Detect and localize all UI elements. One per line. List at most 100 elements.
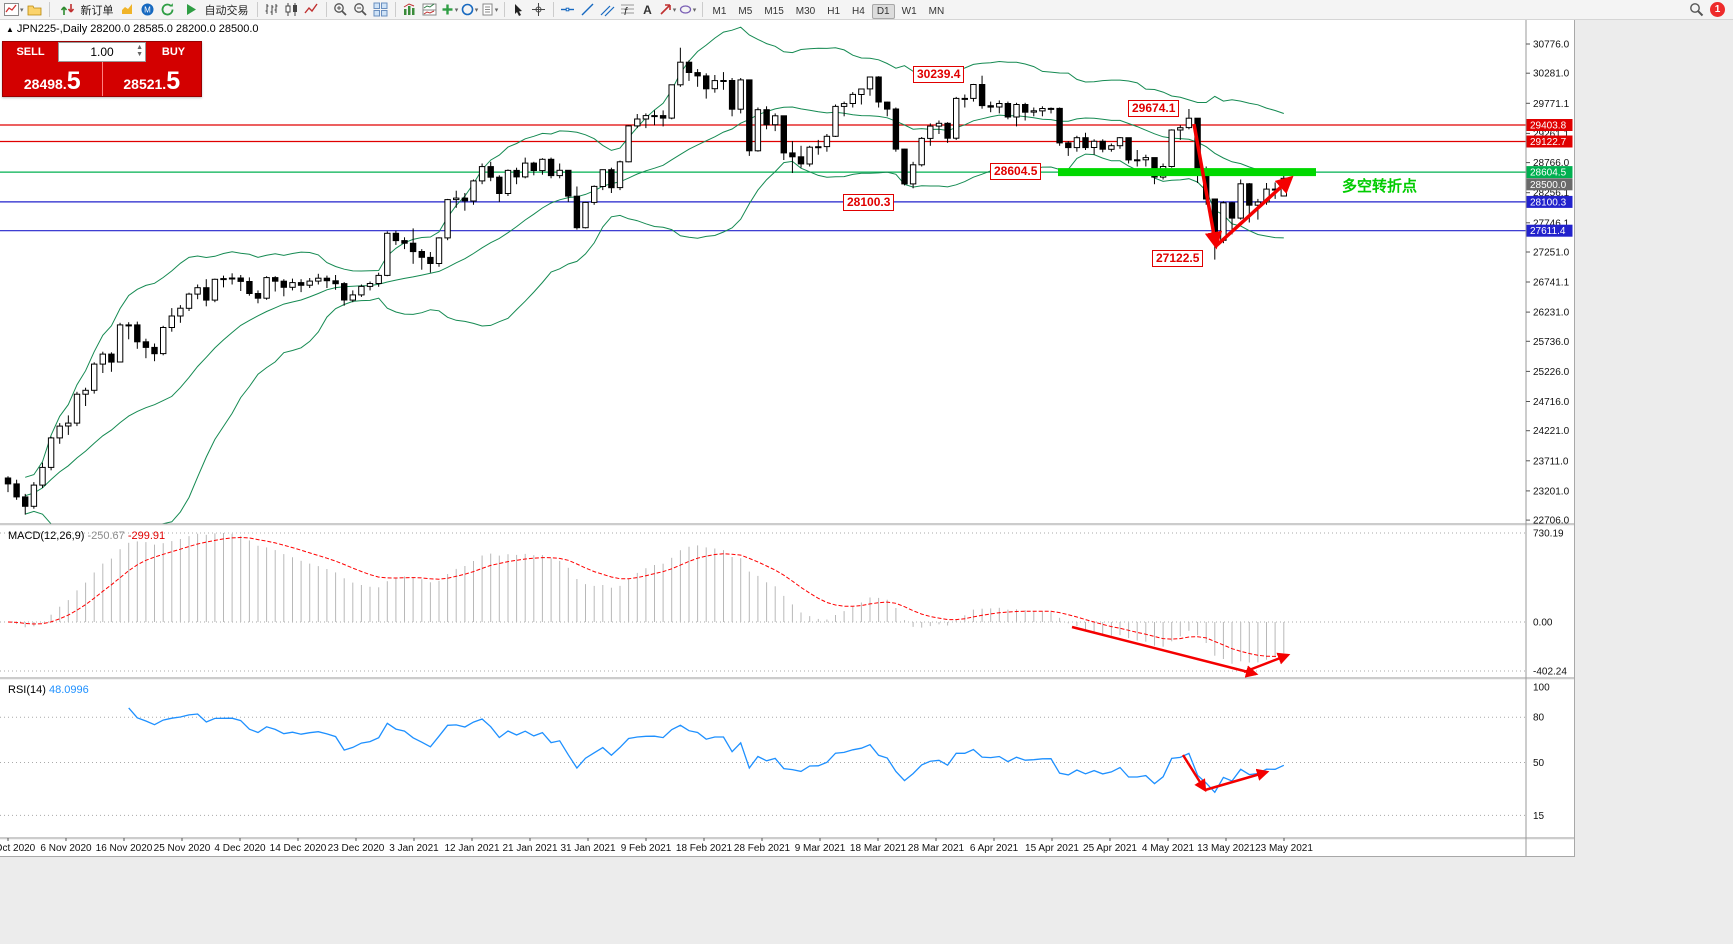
crosshair-icon[interactable]: [530, 1, 548, 19]
chart-annotation-box[interactable]: 27122.5: [1152, 250, 1204, 267]
trend-arrow[interactable]: [1214, 175, 1294, 248]
date-axis-label: 12 Jan 2021: [444, 843, 499, 854]
date-axis-label: 14 Dec 2020: [270, 843, 327, 854]
support-zone-highlight[interactable]: [1058, 168, 1316, 177]
trend-arrow[interactable]: [1192, 123, 1223, 250]
bollinger-band-line: [25, 26, 1284, 478]
trendline-icon[interactable]: [579, 1, 597, 19]
macd-signal-line: [7, 536, 1284, 657]
zoom-in-icon[interactable]: [332, 1, 350, 19]
timeframe-button-w1[interactable]: W1: [901, 5, 917, 17]
rsi-axis-label: 80: [1533, 713, 1545, 724]
buy-button[interactable]: BUY: [161, 46, 186, 58]
indicators-icon[interactable]: [401, 1, 419, 19]
timeframe-button-m5[interactable]: M5: [738, 5, 753, 17]
candles-icon[interactable]: [283, 1, 301, 19]
autotrade-button[interactable]: 自动交易: [178, 1, 253, 19]
trend-arrow[interactable]: [1181, 754, 1207, 793]
one-click-collapse-icon[interactable]: ▲: [6, 25, 14, 34]
cursor-icon[interactable]: [510, 1, 528, 19]
template-icon[interactable]: ▾: [481, 1, 499, 19]
chart-window[interactable]: 30776.0 30281.0 29771.1 29261.1 28766.0 28256…: [0, 20, 1575, 857]
trend-arrow[interactable]: [1204, 768, 1270, 792]
chart-annotation-box[interactable]: 28604.5: [990, 163, 1042, 180]
ohlc-readout: 28200.0 28585.0 28200.0 28500.0: [90, 23, 259, 35]
channel-icon[interactable]: [599, 1, 617, 19]
timeframe-button-m15[interactable]: M15: [764, 5, 784, 17]
community-icon[interactable]: M: [139, 1, 157, 19]
chart-annotation-text[interactable]: 多空转折点: [1342, 178, 1418, 195]
lot-size-input[interactable]: 1.00 ▲ ▼: [58, 42, 146, 62]
price-level-label: 28100.3: [1530, 197, 1567, 208]
timeframe-group: M1 M5 M15 M30 H1 H4 D1 W1 MN: [707, 1, 951, 19]
price-divider: [101, 62, 103, 96]
sell-button[interactable]: SELL: [16, 46, 45, 58]
timeframe-button-h1[interactable]: H1: [827, 5, 841, 17]
date-axis-label: 4 Dec 2020: [214, 843, 266, 854]
toolbar-separator: [394, 2, 396, 17]
new-order-button[interactable]: 新订单: [54, 1, 118, 19]
chart-annotation-box[interactable]: 30239.4: [913, 66, 965, 83]
price-axis[interactable]: 30776.0 30281.0 29771.1 29261.1 28766.0 28256…: [1526, 40, 1573, 822]
toolbar-separator: [503, 2, 505, 17]
price-tick-label: 29261.1: [1533, 129, 1570, 140]
profiles-icon[interactable]: [26, 1, 44, 19]
chart-annotation-box[interactable]: 28100.3: [843, 194, 895, 211]
timeframe-button-m30[interactable]: M30: [795, 5, 816, 17]
rsi-panel[interactable]: [0, 707, 1526, 816]
trend-arrow[interactable]: [1071, 625, 1259, 678]
chevron-down-icon: ▾: [454, 6, 459, 14]
shapes-icon[interactable]: ▾: [679, 1, 697, 19]
chart-title: ▲ JPN225-,Daily 28200.0 28585.0 28200.0 2…: [6, 23, 259, 35]
objects-icon[interactable]: ▾: [461, 1, 479, 19]
timeframe-button-h4[interactable]: H4: [852, 5, 865, 17]
timeframe-button-m1[interactable]: M1: [712, 5, 727, 17]
price-level-label: 28500.0: [1530, 180, 1567, 191]
spin-down-icon[interactable]: ▼: [136, 51, 143, 58]
price-panel[interactable]: [0, 26, 1526, 537]
date-axis-label: 23 Dec 2020: [328, 843, 385, 854]
notification-badge[interactable]: 1: [1710, 2, 1725, 17]
zoom-out-icon[interactable]: [352, 1, 370, 19]
chart-annotation-box[interactable]: 29674.1: [1128, 100, 1180, 117]
macd-axis-label: 730.19: [1533, 529, 1564, 540]
buy-price[interactable]: 28521. 5: [123, 67, 181, 95]
toolbar-separator: [325, 2, 327, 17]
add-indicator-icon[interactable]: ▾: [441, 1, 459, 19]
chevron-down-icon: ▾: [20, 6, 24, 14]
lot-spinner[interactable]: ▲ ▼: [136, 44, 143, 58]
timeframe-button-d1[interactable]: D1: [871, 3, 895, 19]
sell-price[interactable]: 28498. 5: [23, 67, 81, 95]
fibonacci-icon[interactable]: f: [619, 1, 637, 19]
new-chart-icon[interactable]: ▾: [4, 1, 24, 19]
price-tick-label: 24221.0: [1533, 426, 1570, 437]
svg-text:M: M: [144, 6, 151, 15]
text-icon[interactable]: A: [639, 1, 657, 19]
market-icon[interactable]: [119, 1, 137, 19]
bars-icon[interactable]: [263, 1, 281, 19]
search-icon[interactable]: [1687, 1, 1705, 19]
date-axis-label: 31 Jan 2021: [560, 843, 615, 854]
date-axis-label: 3 Jan 2021: [389, 843, 439, 854]
tile-windows-icon[interactable]: [372, 1, 390, 19]
trend-arrow[interactable]: [1243, 652, 1291, 674]
macd-panel[interactable]: [0, 532, 1526, 672]
candlestick-series: [4, 47, 1287, 515]
date-axis-label: 18 Feb 2021: [676, 843, 733, 854]
symbol-period-label: JPN225-,Daily: [16, 23, 88, 35]
arrow-objects-icon[interactable]: ▾: [659, 1, 677, 19]
hline-icon[interactable]: [559, 1, 577, 19]
macd-axis-label: 0.00: [1533, 618, 1553, 629]
autotrade-label: 自动交易: [204, 4, 249, 17]
timeframe-button-mn[interactable]: MN: [928, 5, 945, 17]
price-tick-label: 27746.1: [1533, 218, 1570, 229]
date-axis-label: 6 Nov 2020: [40, 843, 92, 854]
line-chart-icon[interactable]: [303, 1, 321, 19]
chart-canvas[interactable]: 30776.0 30281.0 29771.1 29261.1 28766.0 28256…: [0, 20, 1574, 856]
spin-up-icon[interactable]: ▲: [136, 44, 143, 51]
date-axis-label: 4 May 2021: [1142, 843, 1195, 854]
indicator-window-icon[interactable]: [421, 1, 439, 19]
price-level-label: 28604.5: [1530, 168, 1567, 179]
refresh-icon[interactable]: [159, 1, 177, 19]
